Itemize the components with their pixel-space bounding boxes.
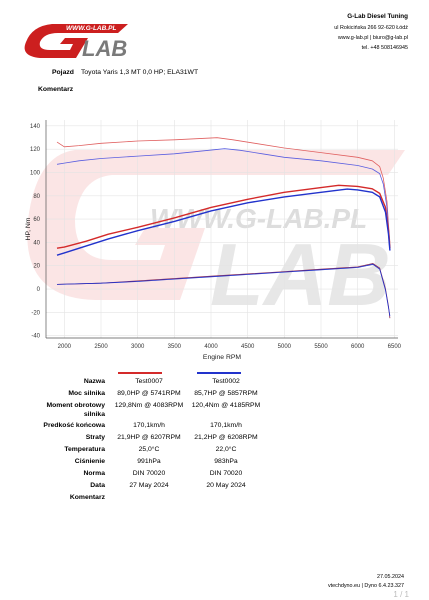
table-row: Moc silnika 89,0HP @ 5741RPM 85,7HP @ 5857… (0, 390, 429, 401)
y-axis-title: HP, Nm (25, 217, 32, 240)
page-number: 1 / 1 (393, 590, 409, 599)
x-axis-title: Engine RPM (203, 354, 241, 361)
table-row-label-line2: silnika (83, 411, 105, 418)
table-row-label: Moc silnika (68, 390, 105, 397)
table-cell-test0002: 22,0°C (215, 446, 237, 453)
table-row: Moment obrotowy silnika 129,8Nm @ 4083RPM 1… (0, 402, 429, 418)
y-tick-label: 120 (30, 147, 41, 153)
x-tick-label: 4500 (241, 344, 255, 350)
company-logo: WWW.G-LAB.PL LAB (24, 24, 128, 60)
logo-text: WWW.G-LAB.PL (66, 25, 116, 32)
y-tick-label: 40 (33, 240, 40, 246)
table-row: Ciśnienie 991hPa 983hPa (0, 458, 429, 469)
table-cell-test0007: 991hPa (137, 458, 161, 465)
x-tick-label: 5000 (278, 344, 292, 350)
table-cell-test0007: 129,8Nm @ 4083RPM (114, 402, 184, 409)
comment-label: Komentarz (38, 86, 74, 93)
table-cell-test0002: 85,7HP @ 5857RPM (194, 390, 258, 397)
table-row: Norma DIN 70020 DIN 70020 (0, 470, 429, 481)
x-tick-label: 2000 (58, 344, 72, 350)
y-tick-label: 20 (33, 264, 40, 270)
company-name: G-Lab Diesel Tuning (347, 13, 408, 20)
x-tick-label: 3500 (168, 344, 182, 350)
table-row: Data 27 May 2024 20 May 2024 (0, 482, 429, 493)
series-line-test0002-power (56, 188, 391, 256)
x-tick-label: 3000 (131, 344, 145, 350)
x-tick-label: 5500 (314, 344, 328, 350)
table-cell-test0007: 170,1km/h (133, 422, 165, 429)
table-row-label: Komentarz (69, 494, 105, 501)
table-cell-test0007: 89,0HP @ 5741RPM (117, 390, 181, 397)
x-tick-label: 6000 (351, 344, 365, 350)
table-row-label: Norma (83, 470, 105, 477)
table-row-label: Straty (85, 434, 105, 441)
table-row-label: Predkość końcowa (43, 422, 105, 429)
y-tick-label: -40 (31, 334, 40, 340)
chart-watermark: WWW.G-LAB.PL LAB (27, 150, 405, 324)
company-web: www.g-lab.pl | biuro@g-lab.pl (337, 35, 408, 41)
vehicle-label: Pojazd (52, 69, 74, 76)
footer-software: vtechdyno.eu | Dyno 6.4.23.327 (327, 583, 404, 589)
table-cell-test0002: Test0002 (212, 378, 240, 385)
table-cell-test0002: 983hPa (214, 458, 238, 465)
table-row: Nazwa Test0007 Test0002 (0, 378, 429, 389)
table-cell-test0007: 25,0°C (138, 446, 160, 453)
y-tick-label: 80 (33, 194, 40, 200)
y-tick-label: 100 (30, 170, 41, 176)
table-row: Temperatura 25,0°C 22,0°C (0, 446, 429, 457)
company-phone: tel. +48 508146945 (361, 45, 408, 51)
table-cell-test0002: 170,1km/h (210, 422, 242, 429)
table-cell-test0002: DIN 70020 (209, 470, 243, 477)
table-cell-test0002: 21,2HP @ 6208RPM (194, 434, 258, 441)
watermark-g-shape (27, 150, 405, 300)
y-tick-label: 0 (37, 287, 41, 293)
table-cell-test0007: 21,9HP @ 6207RPM (117, 434, 181, 441)
y-tick-label: 140 (30, 124, 41, 130)
x-tick-label: 2500 (94, 344, 108, 350)
table-row: Predkość końcowa 170,1km/h 170,1km/h (0, 422, 429, 433)
table-row: Komentarz (0, 494, 429, 505)
series-line-test0002-torque (56, 148, 391, 246)
logo-lab-letters: LAB (82, 36, 127, 60)
table-row-label: Ciśnienie (74, 458, 105, 465)
table-row-label: Nazwa (83, 378, 105, 385)
y-tick-label: -20 (31, 310, 40, 316)
company-address: ul Rokicińska 266 92-620 Łódź (334, 25, 408, 31)
legend-swatch-test0007 (118, 372, 162, 374)
legend-swatch-test0002 (197, 372, 241, 374)
dyno-chart: WWW.G-LAB.PL LAB -40 -20 0 20 40 60 80 100 120 14… (25, 120, 405, 361)
table-row: Straty 21,9HP @ 6207RPM 21,2HP @ 6208RPM (0, 434, 429, 445)
table-cell-test0002: 20 May 2024 (206, 482, 246, 489)
table-cell-test0007: DIN 70020 (132, 470, 166, 477)
table-cell-test0007: Test0007 (135, 378, 163, 385)
series-line-test0007-torque (56, 137, 391, 243)
x-tick-label: 4000 (204, 344, 218, 350)
table-row-label: Moment obrotowy (46, 402, 105, 409)
series-line-test0007-power (56, 184, 391, 249)
series-line-test0002-loss (56, 263, 391, 316)
table-cell-test0002: 120,4Nm @ 4185RPM (191, 402, 261, 409)
table-cell-test0007: 27 May 2024 (129, 482, 169, 489)
x-tick-label: 6500 (388, 344, 402, 350)
logo-g-shape (24, 24, 128, 58)
table-row-label: Data (90, 482, 105, 489)
table-row-label: Temperatura (64, 446, 105, 453)
footer-date: 27.05.2024 (377, 574, 404, 580)
vehicle-value: Toyota Yaris 1,3 MT 0,0 HP; ELA31WT (81, 69, 199, 76)
y-tick-label: 60 (33, 217, 40, 223)
